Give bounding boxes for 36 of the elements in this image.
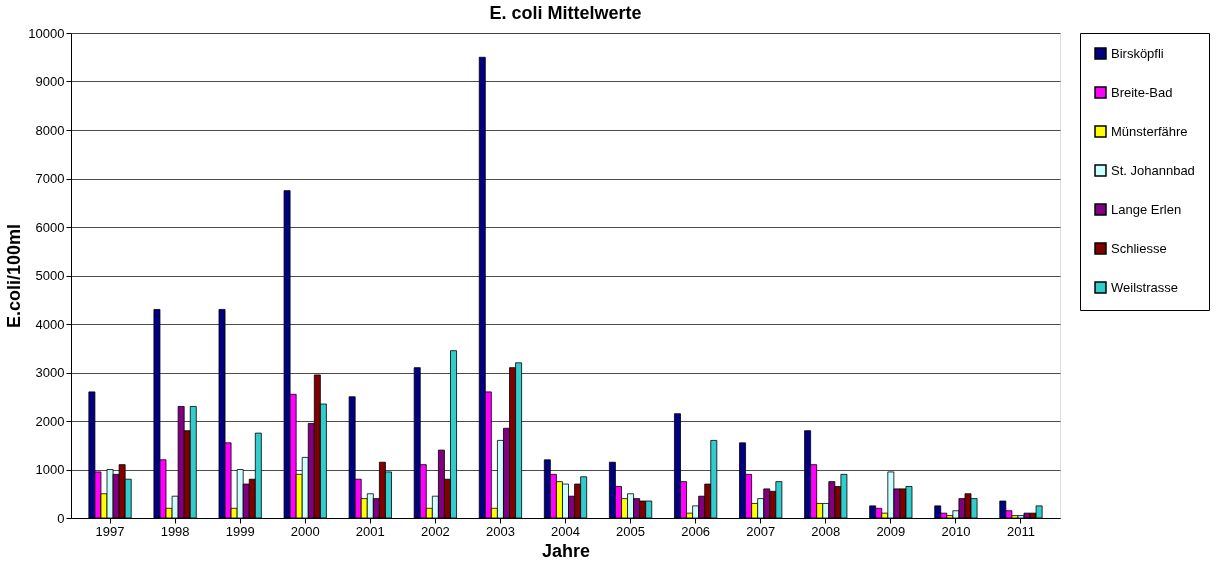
x-tick-label: 2006 (681, 523, 711, 539)
y-tick-label: 3000 (35, 365, 65, 380)
x-tick-label: 1999 (225, 523, 255, 539)
y-tick-label: 4000 (35, 316, 65, 332)
y-tick-label: 9000 (35, 74, 65, 89)
x-tick-label: 2002 (420, 523, 450, 539)
legend-label: Weilstrasse (1111, 279, 1178, 295)
x-tick-label: 2008 (811, 523, 841, 539)
y-tick-label: 0 (57, 510, 65, 526)
legend-label: Breite-Bad (1111, 84, 1173, 100)
x-axis-title: Jahre (541, 540, 591, 561)
y-axis-title: E.coli/100ml (4, 223, 25, 329)
legend-label: Birsköpfli (1111, 45, 1164, 61)
y-tick-label: 2000 (35, 413, 65, 429)
x-tick-label: 2000 (290, 523, 320, 539)
legend-label: Münsterfähre (1111, 123, 1188, 139)
x-tick-label: 2010 (941, 523, 971, 539)
y-tick-label: 7000 (35, 171, 65, 186)
y-tick-label: 1000 (35, 462, 65, 477)
x-tick-label: 1997 (95, 523, 125, 539)
x-tick-label: 1998 (160, 523, 190, 539)
y-tick-label: 6000 (35, 219, 65, 235)
chart-title: E. coli Mittelwerte (489, 3, 642, 23)
x-tick-label: 2004 (551, 523, 580, 539)
x-tick-label: 2009 (876, 523, 906, 539)
x-tick-label: 2001 (355, 523, 385, 539)
legend-label: Lange Erlen (1111, 201, 1182, 217)
x-tick-label: 2011 (1006, 523, 1035, 539)
x-tick-label: 2007 (746, 523, 776, 539)
legend-label: Schliesse (1111, 240, 1167, 256)
y-tick-label: 5000 (35, 268, 65, 283)
y-tick-label: 8000 (35, 122, 65, 138)
x-tick-label: 2003 (485, 523, 515, 539)
legend-label: St. Johannbad (1111, 162, 1195, 178)
x-tick-label: 2005 (616, 523, 646, 539)
y-tick-label: 10000 (28, 25, 65, 41)
